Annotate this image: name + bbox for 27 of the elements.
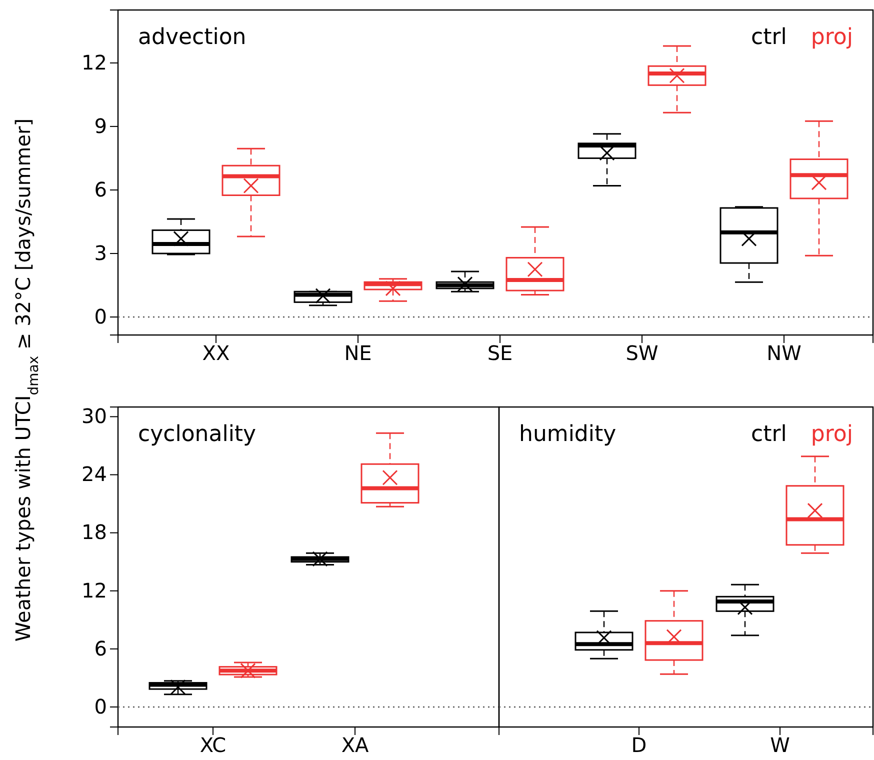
y-tick-label: 18 (82, 520, 107, 544)
x-tick-label: D (631, 733, 647, 758)
y-tick-label: 24 (82, 462, 107, 486)
y-tick-label: 0 (94, 694, 107, 718)
text: ctrl (751, 25, 787, 50)
text: proj (810, 25, 853, 50)
text: advection (138, 25, 246, 50)
x-tick-label: XX (202, 341, 230, 366)
y-tick-label: 3 (94, 240, 107, 265)
x-tick-label: SW (626, 341, 658, 366)
text: cyclonality (138, 422, 256, 447)
y-tick-label: 6 (94, 636, 107, 660)
x-tick-label: XA (341, 733, 370, 758)
x-tick-label: SE (487, 341, 513, 366)
series-label: proj (810, 422, 853, 447)
text: humidity (519, 422, 616, 447)
text: ctrl (751, 422, 787, 447)
x-tick-label: XC (200, 733, 226, 758)
y-tick-label: 12 (82, 578, 107, 602)
y-tick-label: 0 (94, 304, 107, 328)
y-tick-label: 12 (82, 50, 107, 74)
y-tick-label: 9 (94, 114, 107, 138)
y-tick-label: 30 (82, 404, 107, 428)
x-tick-label: NE (344, 341, 372, 366)
y-tick-label: 6 (94, 177, 107, 202)
x-tick-label: NW (766, 341, 802, 366)
x-tick-label: W (770, 733, 790, 758)
